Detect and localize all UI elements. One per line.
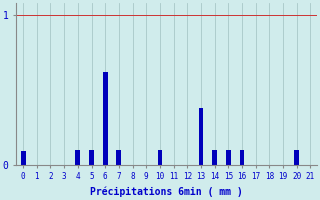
Bar [89, 150, 94, 165]
Bar [294, 150, 299, 165]
Bar [116, 150, 121, 165]
Bar [103, 72, 108, 165]
Bar [157, 150, 162, 165]
Bar [212, 150, 217, 165]
Bar [240, 150, 244, 165]
X-axis label: Précipitations 6min ( mm ): Précipitations 6min ( mm ) [90, 187, 243, 197]
Bar [76, 150, 80, 165]
Bar [21, 151, 26, 165]
Bar [198, 108, 203, 165]
Bar [226, 150, 231, 165]
